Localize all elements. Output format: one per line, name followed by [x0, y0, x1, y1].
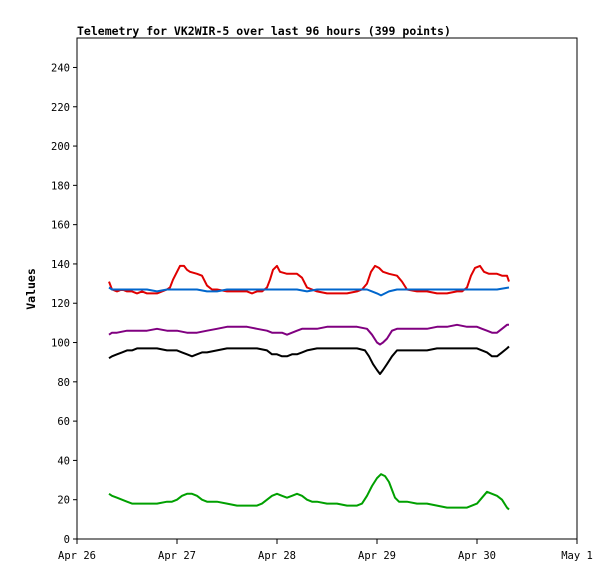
x-tick-label: Apr 29: [358, 550, 396, 562]
y-tick-label: 240: [51, 62, 70, 74]
y-tick-label: 20: [57, 495, 70, 507]
y-tick-label: 140: [51, 259, 70, 271]
y-tick-label: 220: [51, 102, 70, 114]
series-line-4: [108, 345, 510, 375]
y-tick-label: 160: [51, 220, 70, 232]
x-tick-label: Apr 27: [158, 550, 196, 562]
series-line-2: [108, 286, 510, 297]
x-tick-label: Apr 26: [58, 550, 96, 562]
x-axis: Apr 26 Apr 27 Apr 28 Apr 29 Apr 30 May 1: [58, 539, 593, 562]
series-line-3: [108, 323, 509, 346]
y-tick-label: 60: [57, 416, 70, 428]
y-axis-label: Values: [24, 268, 38, 310]
x-tick-label: Apr 28: [258, 550, 296, 562]
y-tick-label: 40: [57, 455, 70, 467]
y-tick-label: 120: [51, 298, 70, 310]
chart-title: Telemetry for VK2WIR-5 over last 96 hour…: [77, 24, 451, 38]
y-tick-label: 80: [57, 377, 70, 389]
series-line-5: [108, 473, 510, 511]
series-layer: [108, 264, 510, 511]
y-tick-label: 200: [51, 141, 70, 153]
x-tick-label: May 1: [561, 550, 593, 562]
y-tick-label: 0: [64, 534, 70, 546]
y-axis: 0 20 40 60 80 100 120 140 160 180 200 220 240: [51, 62, 77, 546]
y-tick-label: 100: [51, 338, 70, 350]
y-tick-label: 180: [51, 180, 70, 192]
x-tick-label: Apr 30: [458, 550, 496, 562]
